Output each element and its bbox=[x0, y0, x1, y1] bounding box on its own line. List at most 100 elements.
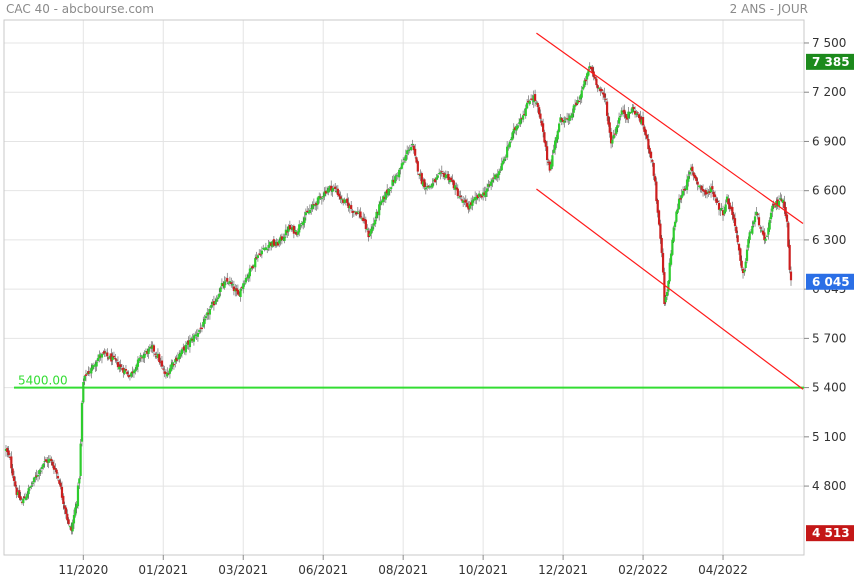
candle-up bbox=[279, 236, 282, 241]
candle-up bbox=[403, 158, 406, 160]
candle-up bbox=[439, 172, 442, 174]
candle-up bbox=[688, 171, 691, 175]
candle-up bbox=[684, 187, 687, 189]
candle-down bbox=[236, 289, 240, 295]
candle-down bbox=[59, 482, 62, 487]
y-tick-label: 5 700 bbox=[812, 331, 846, 345]
candle-up bbox=[190, 338, 193, 342]
candle-down bbox=[423, 179, 426, 188]
candle-down bbox=[737, 243, 741, 251]
candle-down bbox=[359, 211, 362, 218]
candle-down bbox=[342, 199, 345, 203]
candle-up bbox=[371, 226, 374, 231]
candle-up bbox=[211, 302, 214, 305]
candle-up bbox=[244, 277, 247, 283]
candle-up bbox=[136, 359, 140, 367]
candle-up bbox=[170, 364, 173, 371]
candle-up bbox=[72, 515, 76, 524]
candle-up bbox=[327, 187, 330, 193]
candle-up bbox=[219, 287, 222, 292]
candle-down bbox=[577, 101, 581, 103]
candle-up bbox=[640, 119, 643, 124]
candle-up bbox=[138, 358, 141, 362]
candle-up bbox=[328, 186, 331, 189]
candle-up bbox=[248, 268, 251, 277]
candle-up bbox=[151, 345, 154, 349]
candle-up bbox=[202, 322, 205, 327]
candle-down bbox=[711, 186, 714, 190]
candle-up bbox=[391, 179, 394, 186]
candle-up bbox=[39, 470, 42, 472]
candles bbox=[4, 62, 793, 535]
candle-down bbox=[292, 225, 295, 234]
candle-up bbox=[148, 346, 152, 349]
candle-down bbox=[539, 113, 542, 119]
candle-up bbox=[769, 212, 773, 220]
candle-up bbox=[676, 208, 679, 213]
candle-down bbox=[488, 184, 491, 186]
candle-up bbox=[242, 283, 245, 289]
candle-down bbox=[280, 236, 283, 241]
candle-down bbox=[715, 198, 718, 203]
candle-up bbox=[571, 113, 574, 118]
candle-down bbox=[106, 352, 109, 357]
candle-down bbox=[655, 181, 658, 202]
candle-up bbox=[616, 125, 619, 128]
candle-up bbox=[390, 187, 393, 189]
candle-up bbox=[723, 210, 726, 215]
candle-up bbox=[400, 163, 403, 169]
candle-up bbox=[30, 485, 33, 487]
candle-down bbox=[226, 278, 229, 282]
candle-down bbox=[339, 196, 342, 200]
candle-down bbox=[103, 351, 106, 354]
candle-up bbox=[438, 173, 441, 175]
candle-up bbox=[507, 145, 510, 147]
candle-up bbox=[227, 282, 230, 284]
candle-up bbox=[472, 198, 475, 201]
candle-up bbox=[48, 458, 52, 462]
candle-up bbox=[486, 188, 489, 192]
candle-down bbox=[603, 93, 606, 98]
candle-down bbox=[732, 214, 735, 220]
candle-down bbox=[124, 369, 128, 371]
candle-up bbox=[494, 174, 497, 180]
candle-up bbox=[314, 204, 317, 207]
candle-down bbox=[158, 354, 161, 363]
candle-up bbox=[130, 372, 133, 377]
candle-up bbox=[31, 482, 34, 484]
candle-up bbox=[411, 143, 414, 145]
trendline bbox=[536, 188, 804, 390]
candle-up bbox=[323, 191, 326, 197]
candle-down bbox=[131, 371, 134, 374]
candle-down bbox=[376, 212, 379, 214]
y-tick-label: 5 400 bbox=[812, 381, 846, 395]
candle-up bbox=[482, 192, 485, 196]
candle-down bbox=[150, 346, 153, 348]
candle-down bbox=[599, 88, 602, 92]
candle-down bbox=[258, 253, 261, 255]
candle-up bbox=[298, 224, 301, 233]
candle-up bbox=[299, 225, 302, 227]
candle-up bbox=[498, 171, 501, 175]
candle-down bbox=[58, 480, 61, 484]
candle-up bbox=[511, 132, 514, 140]
candle-down bbox=[102, 352, 105, 354]
candle-down bbox=[418, 173, 421, 175]
candle-down bbox=[414, 148, 417, 156]
candle-up bbox=[745, 249, 749, 261]
candle-up bbox=[42, 463, 45, 468]
candle-down bbox=[663, 272, 666, 305]
candle-up bbox=[667, 280, 670, 292]
candle-down bbox=[386, 189, 389, 194]
candle-up bbox=[326, 190, 329, 192]
candle-up bbox=[535, 102, 538, 104]
candle-down bbox=[609, 131, 613, 144]
candle-down bbox=[538, 107, 541, 115]
candle-down bbox=[562, 120, 565, 123]
candle-up bbox=[568, 115, 571, 121]
candle-down bbox=[87, 371, 90, 374]
candle-down bbox=[700, 185, 703, 190]
candle-up bbox=[709, 187, 713, 193]
candle-up bbox=[675, 211, 678, 222]
candle-up bbox=[563, 120, 566, 123]
